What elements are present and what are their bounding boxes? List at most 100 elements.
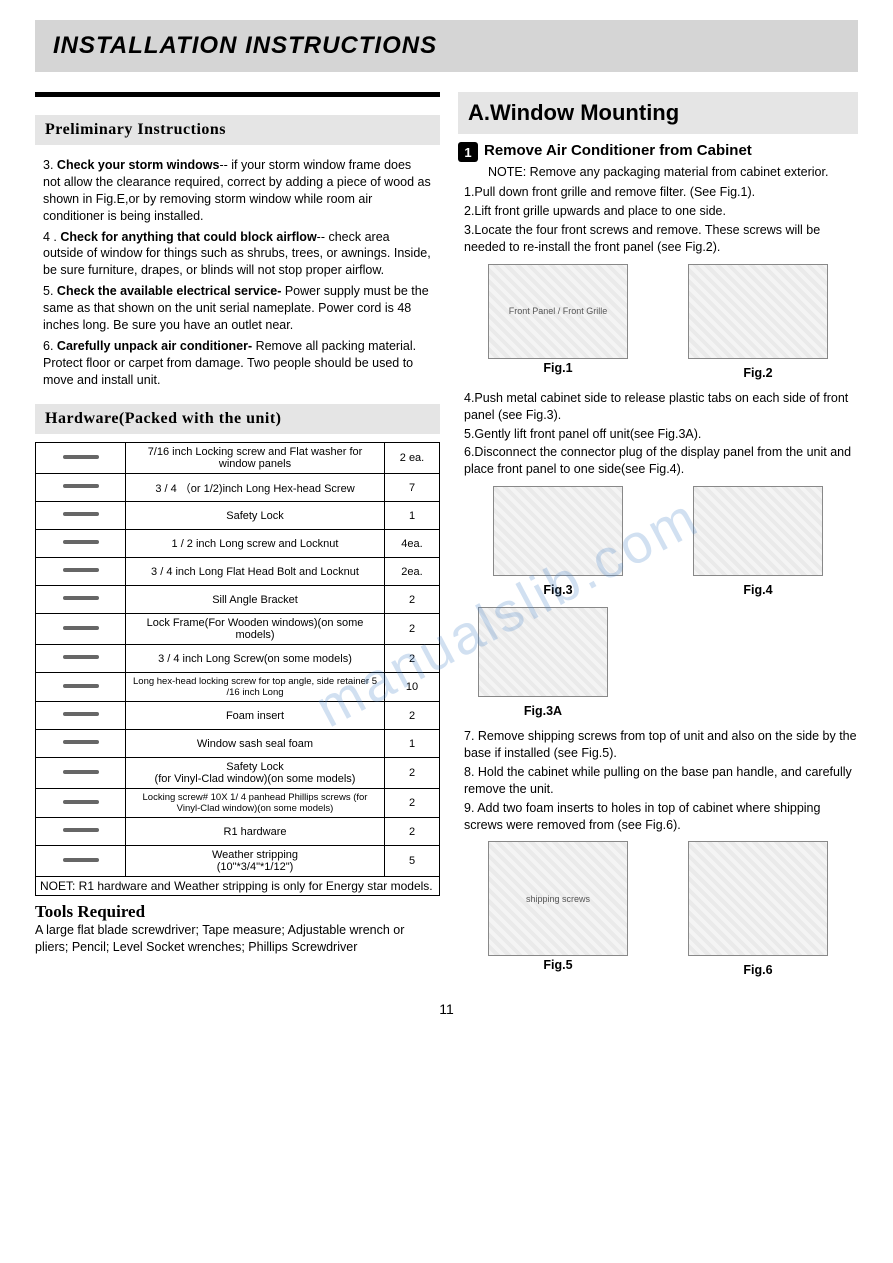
- figure-3a: Fig.3A: [478, 607, 608, 718]
- figure-3: Fig.3: [493, 486, 623, 597]
- figure-4-image: [693, 486, 823, 576]
- prelim-item: 4 . Check for anything that could block …: [43, 229, 432, 280]
- step-1-header: 1 Remove Air Conditioner from Cabinet: [458, 142, 858, 162]
- figure-4: Fig.4: [693, 486, 823, 597]
- hardware-icon-cell: [36, 443, 126, 474]
- hardware-qty: 2: [385, 586, 440, 614]
- hardware-qty: 2: [385, 645, 440, 673]
- step-line: 4.Push metal cabinet side to release pla…: [464, 390, 858, 424]
- item-num: 3.: [43, 158, 53, 172]
- figure-row-3a: Fig.3A: [458, 607, 858, 718]
- hardware-desc: Sill Angle Bracket: [126, 586, 385, 614]
- hardware-row: Locking screw# 10X 1/ 4 panhead Phillips…: [36, 789, 440, 818]
- hardware-desc: 7/16 inch Locking screw and Flat washer …: [126, 443, 385, 474]
- hardware-icon-cell: [36, 586, 126, 614]
- prelim-item: 5. Check the available electrical servic…: [43, 283, 432, 334]
- hardware-row: R1 hardware2: [36, 818, 440, 846]
- step-line: 6.Disconnect the connector plug of the d…: [464, 444, 858, 478]
- hardware-row: 3 / 4 （or 1/2)inch Long Hex-head Screw7: [36, 474, 440, 502]
- step-line: 1.Pull down front grille and remove filt…: [464, 184, 858, 201]
- item-num: 5.: [43, 284, 53, 298]
- item-lead: Carefully unpack air conditioner-: [57, 339, 252, 353]
- hardware-qty: 2: [385, 818, 440, 846]
- figure-5: shipping screws Fig.5: [488, 841, 628, 977]
- item-lead: Check the available electrical service-: [57, 284, 281, 298]
- hardware-icon-cell: [36, 558, 126, 586]
- hardware-desc: Foam insert: [126, 702, 385, 730]
- hardware-qty: 2: [385, 614, 440, 645]
- hardware-desc: Safety Lock: [126, 502, 385, 530]
- figure-1-image: Front Panel / Front Grille: [488, 264, 628, 359]
- figure-3-label: Fig.3: [493, 583, 623, 597]
- hardware-row: Long hex-head locking screw for top angl…: [36, 673, 440, 702]
- hardware-icon-cell: [36, 530, 126, 558]
- prelim-item: 3. Check your storm windows-- if your st…: [43, 157, 432, 225]
- hardware-row: Safety Lock1: [36, 502, 440, 530]
- item-num: 4 .: [43, 230, 57, 244]
- hardware-qty: 2 ea.: [385, 443, 440, 474]
- hardware-icon-cell: [36, 818, 126, 846]
- figure-1: Front Panel / Front Grille Fig.1: [488, 264, 628, 380]
- figure-6: Fig.6: [688, 841, 828, 977]
- item-lead: Check your storm windows: [57, 158, 220, 172]
- figure-2-label: Fig.2: [688, 366, 828, 380]
- page-title-bar: INSTALLATION INSTRUCTIONS: [35, 20, 858, 72]
- hardware-icon-cell: [36, 758, 126, 789]
- hardware-row: 7/16 inch Locking screw and Flat washer …: [36, 443, 440, 474]
- hardware-desc: Locking screw# 10X 1/ 4 panhead Phillips…: [126, 789, 385, 818]
- content-columns: Preliminary Instructions 3. Check your s…: [35, 92, 858, 987]
- hardware-icon-cell: [36, 502, 126, 530]
- step-line: 8. Hold the cabinet while pulling on the…: [464, 764, 858, 798]
- hardware-row: 1 / 2 inch Long screw and Locknut4ea.: [36, 530, 440, 558]
- hardware-icon-cell: [36, 730, 126, 758]
- hardware-qty: 10: [385, 673, 440, 702]
- preliminary-header: Preliminary Instructions: [35, 115, 440, 145]
- step-badge: 1: [458, 142, 478, 162]
- window-mounting-header: A.Window Mounting: [458, 92, 858, 134]
- hardware-row: Sill Angle Bracket2: [36, 586, 440, 614]
- hardware-row: Window sash seal foam1: [36, 730, 440, 758]
- hardware-qty: 2: [385, 789, 440, 818]
- hardware-desc: R1 hardware: [126, 818, 385, 846]
- hardware-row: Safety Lock (for Vinyl-Clad window)(on s…: [36, 758, 440, 789]
- hardware-icon-cell: [36, 846, 126, 877]
- figure-2: Fig.2: [688, 264, 828, 380]
- steps-4-6: 4.Push metal cabinet side to release pla…: [458, 390, 858, 478]
- step-line: 5.Gently lift front panel off unit(see F…: [464, 426, 858, 443]
- hardware-desc: 1 / 2 inch Long screw and Locknut: [126, 530, 385, 558]
- figure-row-3: shipping screws Fig.5 Fig.6: [458, 841, 858, 977]
- left-column: Preliminary Instructions 3. Check your s…: [35, 92, 440, 987]
- tools-body: A large flat blade screwdriver; Tape mea…: [35, 922, 440, 956]
- hardware-desc: 3 / 4 （or 1/2)inch Long Hex-head Screw: [126, 474, 385, 502]
- hardware-row: Lock Frame(For Wooden windows)(on some m…: [36, 614, 440, 645]
- figure-1-label: Fig.1: [488, 361, 628, 375]
- hardware-icon-cell: [36, 789, 126, 818]
- hardware-qty: 5: [385, 846, 440, 877]
- step-note: NOTE: Remove any packaging material from…: [488, 164, 858, 180]
- page-title: INSTALLATION INSTRUCTIONS: [53, 32, 840, 60]
- figure-6-image: [688, 841, 828, 956]
- hardware-desc: Window sash seal foam: [126, 730, 385, 758]
- steps-1-3: 1.Pull down front grille and remove filt…: [458, 184, 858, 256]
- hardware-table: 7/16 inch Locking screw and Flat washer …: [35, 442, 440, 877]
- hardware-row: Foam insert2: [36, 702, 440, 730]
- figure-6-label: Fig.6: [688, 963, 828, 977]
- step-line: 7. Remove shipping screws from top of un…: [464, 728, 858, 762]
- preliminary-list: 3. Check your storm windows-- if your st…: [35, 153, 440, 404]
- figure-5-label: Fig.5: [488, 958, 628, 972]
- hardware-qty: 2: [385, 702, 440, 730]
- hardware-icon-cell: [36, 614, 126, 645]
- item-lead: Check for anything that could block airf…: [60, 230, 316, 244]
- figure-3a-label: Fig.3A: [478, 704, 608, 718]
- item-num: 6.: [43, 339, 53, 353]
- hardware-icon-cell: [36, 702, 126, 730]
- hardware-row: Weather stripping (10"*3/4"*1/12")5: [36, 846, 440, 877]
- step-line: 2.Lift front grille upwards and place to…: [464, 203, 858, 220]
- hardware-icon-cell: [36, 474, 126, 502]
- hardware-desc: Safety Lock (for Vinyl-Clad window)(on s…: [126, 758, 385, 789]
- hardware-qty: 2: [385, 758, 440, 789]
- hardware-icon-cell: [36, 645, 126, 673]
- hardware-icon-cell: [36, 673, 126, 702]
- hardware-qty: 7: [385, 474, 440, 502]
- hardware-note: NOET: R1 hardware and Weather stripping …: [35, 877, 440, 896]
